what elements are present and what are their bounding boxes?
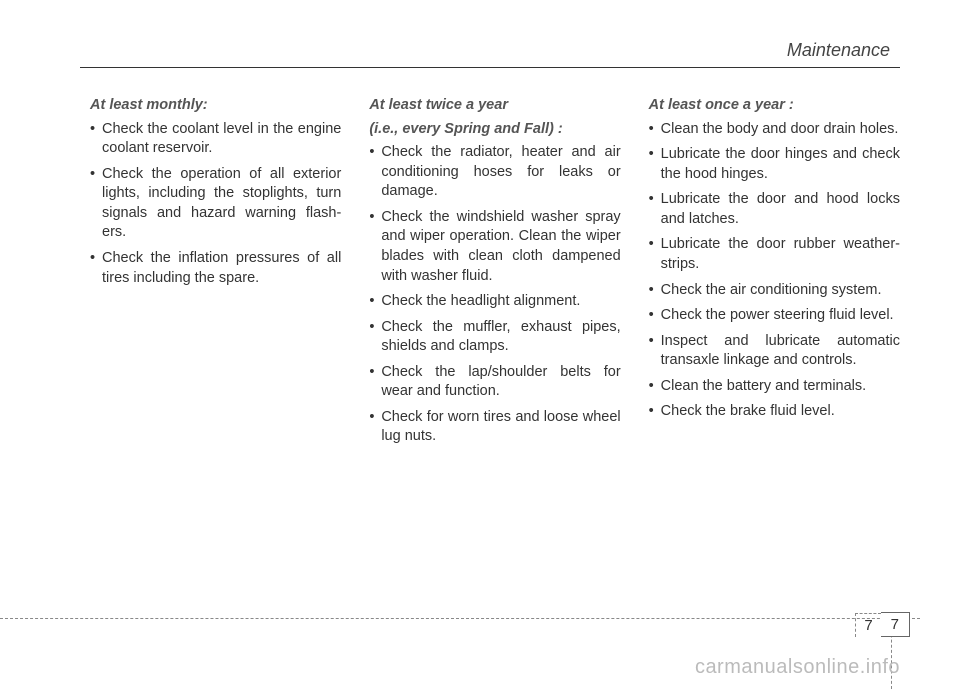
column-left: At least monthly: Check the coolant leve…	[90, 96, 341, 453]
list-item: Lubricate the door and hood locks and la…	[649, 190, 900, 229]
list-item: Inspect and lubricate automatic transaxl…	[649, 332, 900, 371]
page: Maintenance At least monthly: Check the …	[0, 0, 960, 689]
list-item: Clean the battery and terminals.	[649, 377, 900, 397]
list-item: Check the coolant level in the engine co…	[90, 120, 341, 159]
list-item: Check the operation of all exterior ligh…	[90, 165, 341, 243]
list-item: Clean the body and door drain holes.	[649, 120, 900, 140]
list-item: Lubricate the door rubber weather-strips…	[649, 235, 900, 274]
list-item: Check the lap/shoulder belts for wear an…	[369, 363, 620, 402]
page-footer: 7 7	[855, 612, 910, 637]
list-item: Check the inflation pressures of all tir…	[90, 249, 341, 288]
list-item: Check the air conditioning system.	[649, 281, 900, 301]
heading-twice-year-1: At least twice a year	[369, 96, 620, 116]
dashed-line-horizontal	[0, 618, 920, 619]
list-item: Check the power steering fluid level.	[649, 306, 900, 326]
list-item: Check the headlight alignment.	[369, 292, 620, 312]
watermark: carmanualsonline.info	[695, 656, 900, 679]
list-item: Check the windshield washer spray and wi…	[369, 208, 620, 286]
list-item: Check the brake fluid level.	[649, 402, 900, 422]
list-item: Check the muffler, exhaust pipes, shield…	[369, 318, 620, 357]
list-once-year: Clean the body and door drain holes. Lub…	[649, 120, 900, 422]
list-twice-year: Check the radiator, heater and air condi…	[369, 143, 620, 447]
page-header: Maintenance	[80, 40, 900, 68]
list-monthly: Check the coolant level in the engine co…	[90, 120, 341, 289]
page-number-left: 7	[855, 613, 880, 637]
content-columns: At least monthly: Check the coolant leve…	[90, 96, 900, 453]
heading-once-year: At least once a year :	[649, 96, 900, 116]
column-center: At least twice a year (i.e., every Sprin…	[369, 96, 620, 453]
list-item: Lubricate the door hinges and check the …	[649, 145, 900, 184]
heading-monthly: At least monthly:	[90, 96, 341, 116]
heading-twice-year-2: (i.e., every Spring and Fall) :	[369, 120, 620, 140]
section-title: Maintenance	[787, 40, 890, 61]
list-item: Check the radiator, heater and air condi…	[369, 143, 620, 202]
column-right: At least once a year : Clean the body an…	[649, 96, 900, 453]
page-number-right: 7	[881, 612, 910, 637]
list-item: Check for worn tires and loose wheel lug…	[369, 408, 620, 447]
